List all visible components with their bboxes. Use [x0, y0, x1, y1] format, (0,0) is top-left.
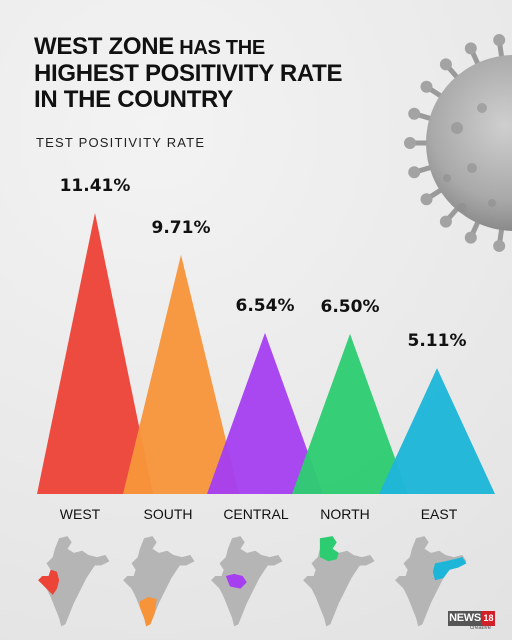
value-label-west: 11.41%	[60, 176, 131, 196]
category-label-south: SOUTH	[144, 506, 193, 522]
headline-line3: IN THE COUNTRY	[34, 86, 233, 113]
value-label-east: 5.11%	[408, 331, 467, 351]
triangle-bar-west	[37, 213, 153, 494]
highlighted-zone	[432, 557, 467, 581]
virus-spike-tip	[493, 34, 506, 47]
highlighted-zone	[38, 569, 60, 595]
virus-spike-tip	[493, 239, 506, 252]
triangle-bar-east	[379, 368, 495, 494]
logo-number: 18	[482, 611, 495, 626]
headline-part2: HAS THE	[173, 37, 265, 59]
virus-spike-tip	[464, 231, 477, 244]
chart-title: TEST POSITIVITY RATE	[36, 135, 206, 150]
category-label-north: NORTH	[320, 506, 370, 522]
india-map-south	[123, 536, 195, 627]
logo-brand: NEWS	[448, 611, 482, 626]
virus-spike-tip	[420, 193, 433, 206]
headline-line2: HIGHEST POSITIVITY RATE	[34, 60, 343, 87]
highlighted-zone	[319, 536, 339, 562]
positivity-chart: 11.41% WEST 9.71% SOUTH 6.54% CENTRAL 6.50% NOR…	[37, 176, 495, 522]
triangle-bar-north	[292, 333, 408, 494]
triangle-bar-south	[123, 254, 239, 494]
virus-spike-tip	[404, 137, 416, 149]
headline: WEST ZONE HAS THE HIGHEST POSITIVITY RAT…	[34, 33, 343, 113]
india-outline	[38, 536, 110, 627]
value-label-north: 6.50%	[321, 297, 380, 317]
value-label-south: 9.71%	[152, 218, 211, 238]
india-map-west	[38, 536, 110, 627]
headline-emphasis: WEST ZONE	[34, 33, 174, 60]
india-outline	[123, 536, 195, 627]
virus-illustration	[404, 34, 512, 252]
virus-spike-tip	[439, 215, 452, 228]
virus-spike-tip	[408, 107, 421, 120]
news18-logo: NEWS 18 creative	[448, 611, 496, 633]
virus-spike-tip	[464, 42, 477, 55]
logo-sub: creative	[470, 625, 492, 631]
virus-spike-tip	[408, 166, 421, 179]
india-outline	[303, 536, 375, 627]
value-label-central: 6.54%	[236, 296, 295, 316]
virus-spike-tip	[439, 58, 452, 71]
highlighted-zone	[225, 573, 247, 589]
india-outline	[211, 536, 283, 627]
virus-spike-tip	[420, 80, 433, 93]
category-label-west: WEST	[60, 506, 101, 522]
zone-maps	[38, 536, 467, 627]
india-outline	[395, 536, 467, 627]
highlighted-zone	[139, 597, 157, 627]
category-label-east: EAST	[421, 506, 458, 522]
india-map-east	[395, 536, 467, 627]
india-map-central	[211, 536, 283, 627]
category-label-central: CENTRAL	[223, 506, 289, 522]
triangle-bar-central	[207, 332, 323, 494]
india-map-north	[303, 536, 375, 627]
